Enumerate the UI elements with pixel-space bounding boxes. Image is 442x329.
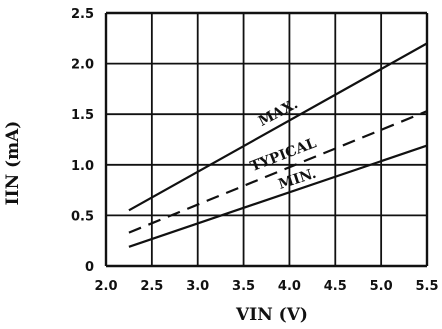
x-tick-label-4.0: 4.0 (278, 279, 301, 294)
y-tick-label-1.0: 1.0 (71, 159, 94, 174)
y-tick-label-0: 0 (85, 260, 94, 275)
x-tick-label-5.0: 5.0 (370, 279, 393, 294)
y-tick-label-2.5: 2.5 (71, 7, 94, 22)
x-tick-label-2.5: 2.5 (140, 279, 163, 294)
x-tick-label-2.0: 2.0 (94, 279, 117, 294)
grid (104, 11, 429, 268)
series-label-max: MAX. (256, 96, 301, 130)
series-layer (128, 42, 428, 248)
series-line-min (128, 144, 428, 248)
y-tick-label-1.5: 1.5 (71, 108, 94, 123)
x-axis-label: VIN (V) (235, 305, 308, 325)
x-tick-label-3.5: 3.5 (232, 279, 255, 294)
x-tick-label-3.0: 3.0 (186, 279, 209, 294)
series-line-max (128, 42, 428, 212)
tick-labels: 2.0 2.5 3.0 3.5 4.0 4.5 5.0 5.5 0 0.5 1.0 1.5 2.0 2.5 (71, 7, 439, 294)
series-line-typical (128, 110, 428, 234)
y-tick-label-0.5: 0.5 (71, 209, 94, 224)
y-axis-label: IIN (mA) (3, 121, 23, 206)
x-tick-label-4.5: 4.5 (324, 279, 347, 294)
x-tick-label-5.5: 5.5 (415, 279, 438, 294)
y-tick-label-2.0: 2.0 (71, 58, 94, 73)
